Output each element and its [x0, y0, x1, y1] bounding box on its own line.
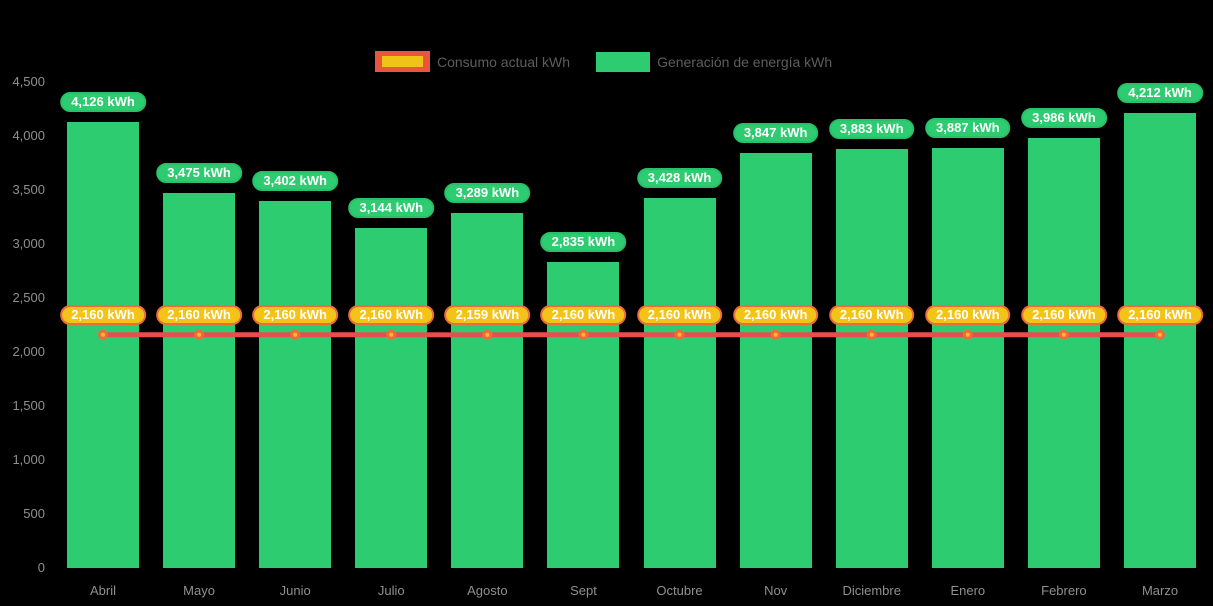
y-axis-label: 3,500 [12, 182, 45, 197]
bar-generacion[interactable] [1124, 113, 1196, 568]
x-axis-label: Mayo [183, 583, 215, 598]
line-value-label: 2,159 kWh [444, 304, 531, 325]
bar-value-label: 3,887 kWh [925, 118, 1011, 139]
generacion-swatch-icon [596, 51, 651, 72]
bar-generacion[interactable] [739, 152, 812, 568]
bar-generacion[interactable] [835, 148, 908, 568]
legend-label-generacion: Generación de energía kWh [657, 53, 833, 70]
y-axis-label: 1,000 [12, 452, 45, 467]
legend-item-consumo[interactable]: Consumo actual kWh [375, 51, 570, 72]
bar-value-label: 3,428 kWh [636, 167, 723, 188]
line-value-label: 2,160 kWh [636, 304, 723, 325]
y-axis-label: 2,500 [12, 290, 45, 305]
x-axis-label: Marzo [1141, 583, 1179, 598]
bar-generacion[interactable] [1027, 137, 1100, 568]
line-value-label: 2,160 kWh [348, 304, 435, 325]
legend-item-generacion[interactable]: Generación de energía kWh [596, 51, 833, 72]
chart-legend: Consumo actual kWh Generación de energía… [375, 51, 832, 72]
consumo-swatch-inner [382, 56, 423, 67]
bar-value-label: 3,144 kWh [348, 198, 435, 219]
bar-value-label: 4,126 kWh [60, 92, 146, 113]
y-axis-label: 4,000 [12, 128, 45, 143]
y-axis-label: 500 [23, 506, 45, 521]
bar-value-label: 3,402 kWh [252, 170, 338, 191]
bar-value-label: 4,212 kWh [1117, 83, 1203, 104]
bar-generacion[interactable] [163, 192, 236, 568]
x-axis-label: Octubre [656, 583, 703, 598]
bar-value-label: 2,835 kWh [540, 231, 627, 252]
x-axis-label: Agosto [467, 583, 508, 598]
line-value-label: 2,160 kWh [1021, 304, 1107, 325]
y-axis-label: 1,500 [12, 398, 45, 413]
bar-generacion[interactable] [259, 200, 332, 568]
bar-generacion[interactable] [355, 228, 428, 568]
x-axis-label: Abril [89, 583, 117, 598]
bar-generacion[interactable] [643, 197, 716, 568]
line-value-label: 2,160 kWh [156, 304, 242, 325]
bar-value-label: 3,289 kWh [444, 182, 531, 203]
y-axis-label: 2,000 [12, 344, 45, 359]
line-value-label: 2,160 kWh [60, 304, 146, 325]
bar-generacion[interactable] [451, 212, 524, 568]
line-value-label: 2,160 kWh [252, 304, 338, 325]
x-axis-label: Diciembre [842, 583, 901, 598]
line-value-label: 2,160 kWh [540, 304, 627, 325]
line-value-label: 2,160 kWh [828, 304, 915, 325]
y-axis-label: 0 [37, 560, 45, 575]
bar-value-label: 3,986 kWh [1021, 107, 1107, 128]
bar-value-label: 3,847 kWh [732, 122, 819, 143]
legend-label-consumo: Consumo actual kWh [437, 53, 571, 70]
line-value-label: 2,160 kWh [925, 304, 1011, 325]
x-axis-label: Nov [764, 583, 788, 598]
bar-generacion[interactable] [67, 122, 139, 568]
x-axis-label: Junio [279, 583, 311, 598]
line-value-label: 2,160 kWh [732, 304, 819, 325]
x-axis-label: Sept [570, 583, 597, 598]
bar-value-label: 3,475 kWh [156, 162, 242, 183]
x-axis-label: Julio [377, 583, 405, 598]
line-value-label: 2,160 kWh [1117, 304, 1203, 325]
y-axis-label: 4,500 [12, 74, 45, 89]
consumo-swatch-icon [375, 51, 430, 72]
x-axis-label: Enero [950, 583, 986, 598]
bar-value-label: 3,883 kWh [828, 118, 915, 139]
x-axis-label: Febrero [1041, 583, 1087, 598]
y-axis-label: 3,000 [12, 236, 45, 251]
bar-generacion[interactable] [931, 148, 1004, 568]
